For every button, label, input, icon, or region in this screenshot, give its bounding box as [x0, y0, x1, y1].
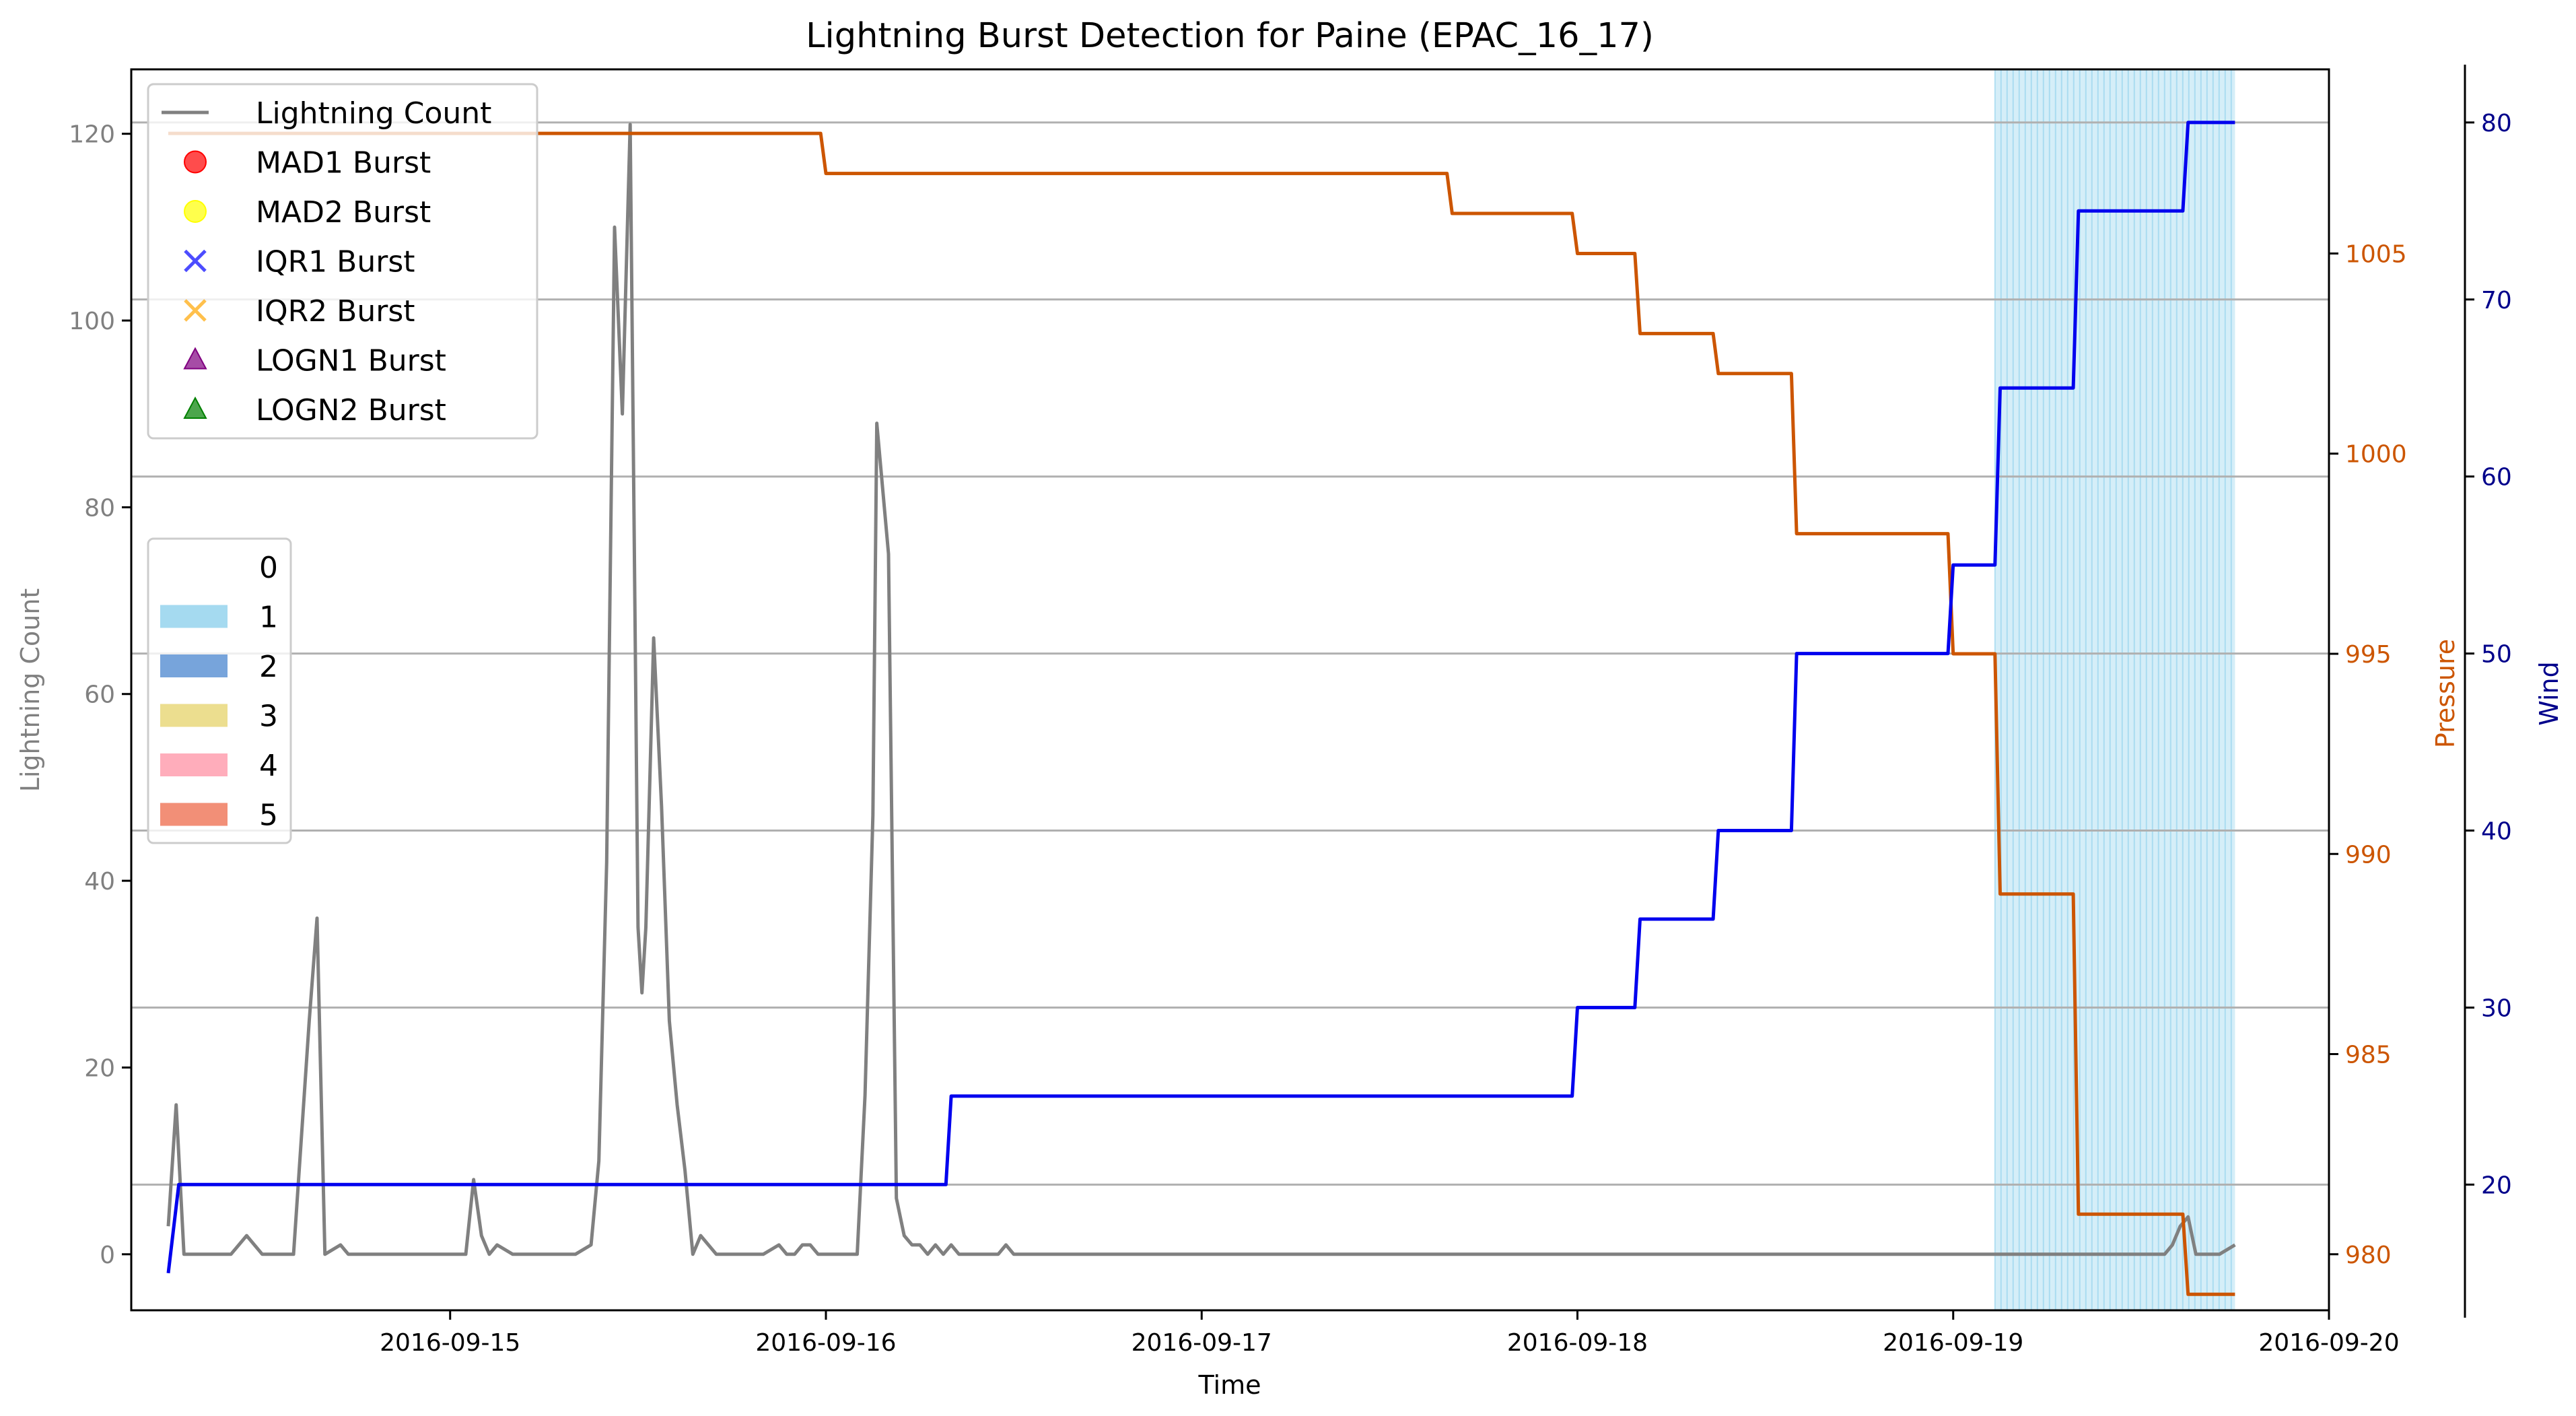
left-tick-label: 80 — [84, 494, 115, 522]
legend-swatch-circle — [184, 150, 207, 174]
legend-label: MAD1 Burst — [256, 146, 431, 180]
category-label: 1 — [259, 601, 278, 635]
series-lines — [166, 121, 2236, 1296]
legend-markers: Lightning Count MAD1 Burst MAD2 Burst IQR1 … — [147, 83, 538, 440]
series-line-pressure — [168, 131, 2235, 1296]
left-tick-label: 20 — [84, 1054, 115, 1082]
series-line-lightning-count — [166, 123, 2236, 1256]
legend-label: IQR2 Burst — [256, 294, 415, 329]
category-swatch — [160, 803, 228, 826]
category-label: 3 — [259, 700, 278, 734]
right-axis-ticks: 980 985 990 995 1000 1005 — [2329, 240, 2407, 1269]
category-swatch — [160, 555, 228, 578]
category-label: 5 — [259, 799, 278, 833]
category-label: 2 — [259, 650, 278, 684]
legend-label: MAD2 Burst — [256, 195, 431, 230]
left-tick-label: 40 — [84, 868, 115, 896]
x-tick-label: 2016-09-17 — [1132, 1329, 1272, 1357]
left-tick-label: 120 — [69, 121, 115, 149]
legend-swatch-x — [184, 299, 207, 322]
axes — [130, 65, 2466, 1318]
category-swatch — [160, 704, 228, 727]
x-tick-label: 2016-09-18 — [1507, 1329, 1648, 1357]
y-axis-label-right2: Wind — [2534, 661, 2564, 726]
x-tick-label: 2016-09-19 — [1883, 1329, 2023, 1357]
x-tick-label: 2016-09-20 — [2258, 1329, 2399, 1357]
legend-swatch-triangle — [183, 347, 207, 370]
chart-title: Lightning Burst Detection for Paine (EPA… — [806, 16, 1654, 56]
left-tick-label: 100 — [69, 308, 115, 335]
category-swatch — [160, 753, 228, 776]
right-tick-label: 995 — [2345, 641, 2392, 669]
right-tick-label: 1000 — [2345, 441, 2407, 469]
right2-tick-label: 20 — [2481, 1172, 2512, 1199]
category-label: 4 — [259, 749, 278, 783]
right2-axis-ticks: 20 30 40 50 60 70 80 — [2465, 110, 2512, 1199]
right2-tick-label: 80 — [2481, 110, 2512, 137]
legend-box — [147, 83, 538, 440]
category-swatch — [160, 605, 228, 628]
y-axis-label-left: Lightning Count — [15, 588, 45, 793]
left-axis-ticks: 0 20 40 60 80 100 120 — [69, 121, 131, 1269]
right2-tick-label: 40 — [2481, 818, 2512, 846]
legend-label: Lightning Count — [256, 96, 491, 131]
left-tick-label: 0 — [100, 1242, 115, 1269]
right-tick-label: 990 — [2345, 841, 2392, 869]
x-axis-label: Time — [1198, 1370, 1261, 1400]
category-label: 0 — [259, 551, 278, 585]
x-tick-label: 2016-09-15 — [380, 1329, 520, 1357]
x-tick-label: 2016-09-16 — [755, 1329, 896, 1357]
right2-tick-label: 70 — [2481, 287, 2512, 314]
legend-label: LOGN2 Burst — [256, 393, 446, 428]
right2-tick-label: 30 — [2481, 994, 2512, 1022]
legend-label: IQR1 Burst — [256, 245, 415, 279]
legend-swatch-triangle — [183, 396, 207, 419]
right2-tick-label: 60 — [2481, 464, 2512, 492]
legend-label: LOGN1 Burst — [256, 344, 446, 378]
x-axis-ticks: 2016-09-15 2016-09-16 2016-09-17 2016-09-18… — [380, 1310, 2400, 1357]
shaded-region — [1994, 69, 2235, 1310]
right-tick-label: 980 — [2345, 1242, 2392, 1269]
legend-categories: 0 1 2 3 4 5 — [147, 537, 292, 844]
right-tick-label: 1005 — [2345, 240, 2407, 268]
right2-tick-label: 50 — [2481, 641, 2512, 669]
legend-swatch-circle — [184, 200, 207, 223]
plot-area-frame — [130, 68, 2330, 1312]
category-swatch — [160, 654, 228, 677]
y-axis-label-right: Pressure — [2431, 639, 2460, 748]
left-tick-label: 60 — [84, 681, 115, 709]
right-tick-label: 985 — [2345, 1042, 2392, 1069]
series-line-wind — [166, 121, 2235, 1274]
legend-swatch-x — [184, 249, 207, 273]
